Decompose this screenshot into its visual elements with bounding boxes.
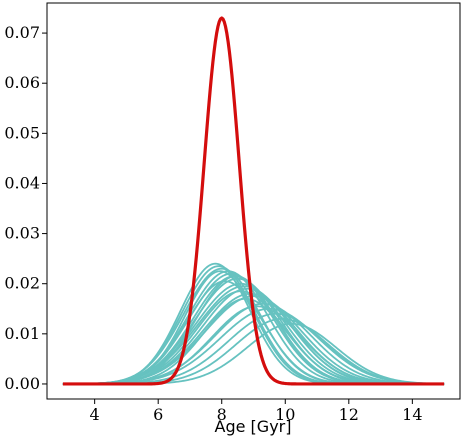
x-tick-label: 6	[153, 405, 163, 424]
y-tick-label: 0.06	[4, 73, 40, 92]
y-tick-label: 0.07	[4, 23, 40, 42]
highlight-series-line	[62, 16, 445, 386]
y-tick-label: 0.03	[4, 224, 40, 243]
x-tick-label: 4	[90, 405, 100, 424]
y-tick-label: 0.01	[4, 324, 40, 343]
highlight-curve	[62, 16, 445, 386]
x-tick-label: 10	[275, 405, 295, 424]
y-tick-label: 0.02	[4, 274, 40, 293]
y-tick-label: 0.00	[4, 374, 40, 393]
y-axis: 0.00 0.01 0.02 0.03 0.04 0.05 0.06 0.07	[4, 23, 47, 393]
x-tick-label: 12	[339, 405, 359, 424]
y-tick-label: 0.05	[4, 123, 40, 142]
x-axis: 4 6 8 10 12 14	[90, 399, 423, 424]
x-axis-title: Age [Gyr]	[215, 417, 292, 436]
y-tick-label: 0.04	[4, 173, 40, 192]
x-tick-label: 8	[217, 405, 227, 424]
plot-area	[46, 2, 461, 400]
x-tick-label: 14	[402, 405, 422, 424]
plot-frame	[46, 2, 461, 400]
